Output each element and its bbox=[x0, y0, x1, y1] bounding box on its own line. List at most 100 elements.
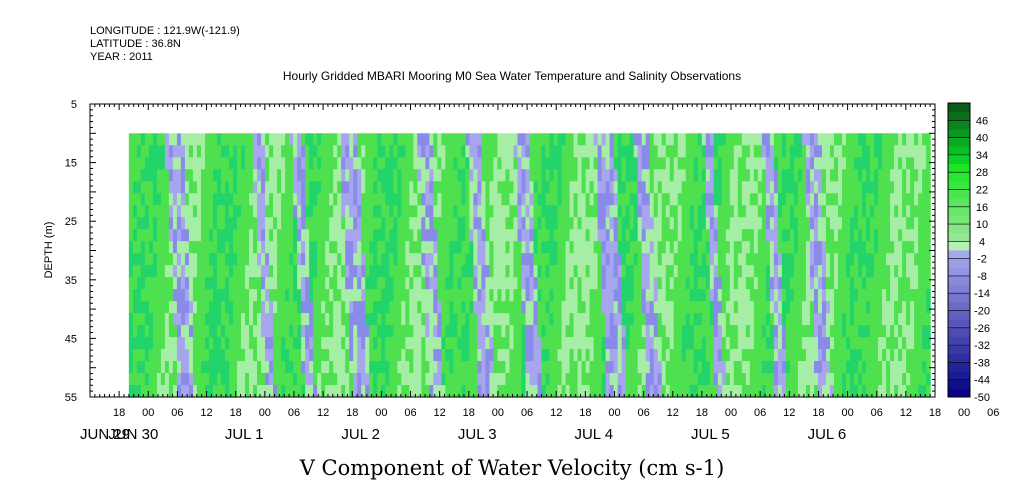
heatmap-cell bbox=[297, 241, 302, 254]
heatmap-cell bbox=[429, 253, 434, 266]
heatmap-cell bbox=[725, 361, 731, 374]
heatmap-cell bbox=[593, 361, 599, 374]
heatmap-cell bbox=[309, 289, 314, 302]
heatmap-cell bbox=[405, 229, 410, 242]
heatmap-cell bbox=[886, 169, 891, 182]
heatmap-cell bbox=[842, 253, 847, 266]
heatmap-cell bbox=[833, 229, 839, 242]
heatmap-cell bbox=[693, 217, 699, 230]
heatmap-cell bbox=[725, 337, 731, 350]
heatmap-cell bbox=[233, 145, 238, 158]
heatmap-cell bbox=[473, 265, 479, 278]
heatmap-cell bbox=[365, 313, 370, 326]
heatmap-cell bbox=[493, 337, 499, 350]
heatmap-cell bbox=[773, 385, 779, 398]
heatmap-cell bbox=[769, 145, 775, 158]
heatmap-cell bbox=[357, 349, 362, 362]
heatmap-cell bbox=[641, 229, 647, 242]
variable-label: V Component of Water Velocity (cm s-1) bbox=[299, 456, 725, 480]
heatmap-cell bbox=[906, 349, 911, 362]
heatmap-cell bbox=[212, 241, 218, 254]
heatmap-cell bbox=[769, 277, 775, 290]
heatmap-cell bbox=[485, 313, 491, 326]
heatmap-cell bbox=[465, 289, 470, 302]
heatmap-cell bbox=[249, 337, 254, 350]
heatmap-cell bbox=[208, 133, 214, 146]
heatmap-cell bbox=[281, 133, 286, 146]
heatmap-cell bbox=[890, 277, 895, 290]
heatmap-cell bbox=[597, 361, 603, 374]
heatmap-cell bbox=[184, 385, 190, 398]
heatmap-cell bbox=[737, 241, 743, 254]
heatmap-cell bbox=[890, 181, 895, 194]
heatmap-cell bbox=[429, 337, 434, 350]
heatmap-cell bbox=[433, 205, 438, 218]
heatmap-cell bbox=[922, 145, 927, 158]
heatmap-cell bbox=[533, 205, 539, 218]
heatmap-cell bbox=[489, 313, 495, 326]
heatmap-cell bbox=[846, 337, 851, 350]
heatmap-cell bbox=[894, 349, 899, 362]
heatmap-cell bbox=[545, 325, 551, 338]
heatmap-cell bbox=[417, 277, 422, 290]
heatmap-cell bbox=[870, 253, 875, 266]
heatmap-cell bbox=[497, 241, 503, 254]
heatmap-cell bbox=[176, 265, 182, 278]
heatmap-cell bbox=[441, 265, 446, 278]
heatmap-cell bbox=[497, 349, 503, 362]
heatmap-cell bbox=[136, 337, 142, 350]
heatmap-cell bbox=[781, 181, 787, 194]
heatmap-cell bbox=[301, 253, 306, 266]
heatmap-cell bbox=[793, 361, 799, 374]
heatmap-cell bbox=[393, 313, 398, 326]
heatmap-cell bbox=[429, 133, 434, 146]
heatmap-cell bbox=[825, 157, 831, 170]
heatmap-cell bbox=[649, 289, 655, 302]
heatmap-cell bbox=[665, 385, 671, 398]
heatmap-cell bbox=[862, 133, 867, 146]
heatmap-cell bbox=[477, 361, 483, 374]
heatmap-cell bbox=[417, 181, 422, 194]
heatmap-cell bbox=[870, 145, 875, 158]
heatmap-cell bbox=[493, 145, 499, 158]
heatmap-cell bbox=[846, 265, 851, 278]
heatmap-cell bbox=[537, 133, 543, 146]
heatmap-cell bbox=[761, 157, 767, 170]
heatmap-cell bbox=[345, 145, 350, 158]
heatmap-cell bbox=[629, 337, 635, 350]
heatmap-cell bbox=[753, 217, 759, 230]
heatmap-cell bbox=[481, 169, 487, 182]
heatmap-cell bbox=[237, 157, 242, 170]
heatmap-cell bbox=[341, 229, 346, 242]
heatmap-cell bbox=[152, 289, 158, 302]
heatmap-cell bbox=[164, 385, 170, 398]
heatmap-cell bbox=[437, 217, 442, 230]
heatmap-cell bbox=[529, 253, 535, 266]
heatmap-cell bbox=[144, 277, 150, 290]
heatmap-cell bbox=[313, 169, 318, 182]
heatmap-cell bbox=[317, 313, 322, 326]
heatmap-cell bbox=[333, 145, 338, 158]
heatmap-cell bbox=[521, 325, 527, 338]
heatmap-cell bbox=[397, 349, 402, 362]
heatmap-cell bbox=[281, 277, 286, 290]
heatmap-cell bbox=[325, 157, 330, 170]
heatmap-cell bbox=[898, 229, 903, 242]
heatmap-cell bbox=[569, 349, 575, 362]
heatmap-cell bbox=[922, 349, 927, 362]
heatmap-cell bbox=[164, 181, 170, 194]
heatmap-cell bbox=[713, 133, 719, 146]
heatmap-cell bbox=[301, 193, 306, 206]
heatmap-cell bbox=[854, 373, 859, 386]
heatmap-cell bbox=[501, 169, 507, 182]
heatmap-cell bbox=[833, 385, 839, 398]
heatmap-cell bbox=[269, 181, 274, 194]
heatmap-cell bbox=[261, 169, 266, 182]
heatmap-cell bbox=[890, 349, 895, 362]
heatmap-cell bbox=[357, 385, 362, 398]
heatmap-cell bbox=[717, 265, 723, 278]
heatmap-cell bbox=[753, 229, 759, 242]
heatmap-cell bbox=[621, 217, 627, 230]
heatmap-cell bbox=[721, 205, 727, 218]
heatmap-cell bbox=[609, 217, 615, 230]
